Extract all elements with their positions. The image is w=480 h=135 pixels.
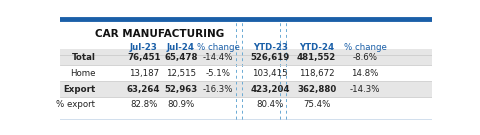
Text: -14.3%: -14.3% <box>350 85 380 94</box>
Text: 63,264: 63,264 <box>127 85 160 94</box>
Text: 423,204: 423,204 <box>251 85 290 94</box>
Text: CAR MANUFACTURING: CAR MANUFACTURING <box>96 29 225 39</box>
Text: -5.1%: -5.1% <box>205 69 230 78</box>
Text: 103,415: 103,415 <box>252 69 288 78</box>
Text: 82.8%: 82.8% <box>130 100 157 109</box>
Text: 80.4%: 80.4% <box>256 100 284 109</box>
Text: 362,880: 362,880 <box>297 85 336 94</box>
Text: 481,552: 481,552 <box>297 53 336 62</box>
Text: 118,672: 118,672 <box>299 69 335 78</box>
Text: YTD-23: YTD-23 <box>252 43 288 52</box>
Text: % change: % change <box>344 43 386 52</box>
Text: 12,515: 12,515 <box>166 69 196 78</box>
Text: 52,963: 52,963 <box>164 85 198 94</box>
Text: 76,451: 76,451 <box>127 53 160 62</box>
Text: Export: Export <box>63 85 96 94</box>
Text: -16.3%: -16.3% <box>203 85 233 94</box>
Text: 14.8%: 14.8% <box>351 69 379 78</box>
Text: 13,187: 13,187 <box>129 69 159 78</box>
Text: % change: % change <box>197 43 240 52</box>
Text: YTD-24: YTD-24 <box>299 43 334 52</box>
Bar <box>60 49 432 65</box>
Text: Total: Total <box>72 53 96 62</box>
Text: 526,619: 526,619 <box>251 53 290 62</box>
Bar <box>60 82 432 97</box>
Text: 75.4%: 75.4% <box>303 100 330 109</box>
Text: Jul-23: Jul-23 <box>130 43 157 52</box>
Text: Jul-24: Jul-24 <box>167 43 195 52</box>
Text: 65,478: 65,478 <box>164 53 198 62</box>
Text: -14.4%: -14.4% <box>203 53 233 62</box>
Text: Home: Home <box>70 69 96 78</box>
Text: 80.9%: 80.9% <box>167 100 194 109</box>
Text: % export: % export <box>56 100 96 109</box>
Text: -8.6%: -8.6% <box>352 53 378 62</box>
